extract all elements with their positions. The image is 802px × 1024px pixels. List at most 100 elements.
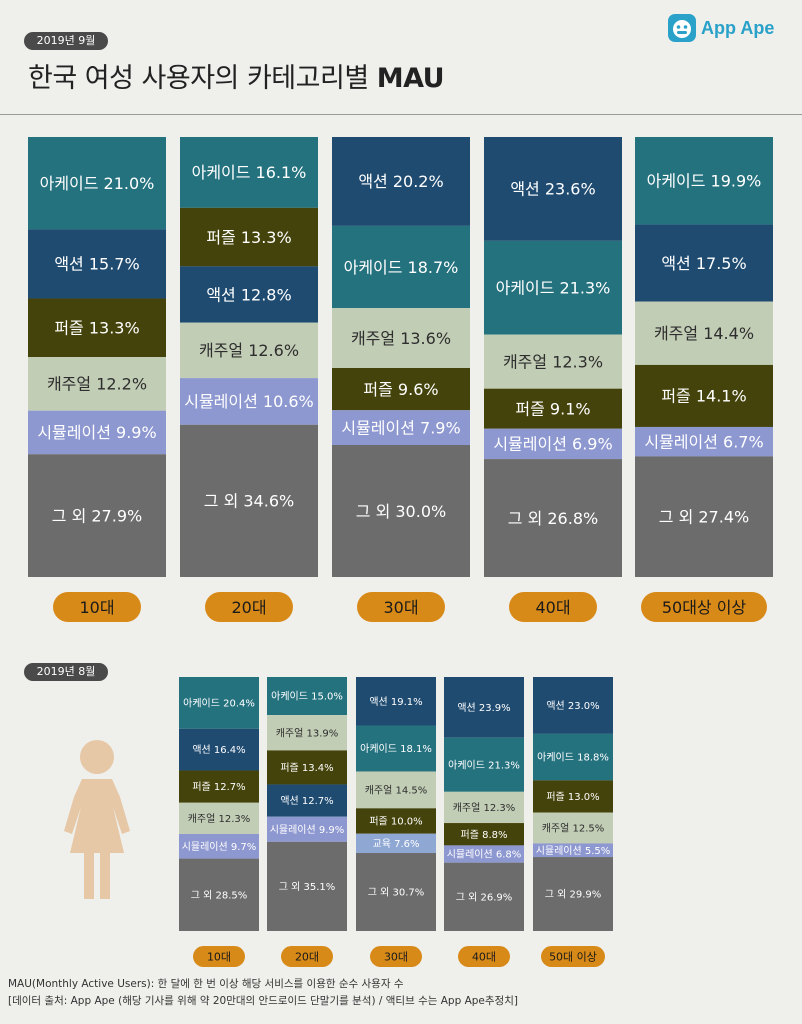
category-pill (641, 592, 767, 622)
bar-segment (484, 388, 622, 429)
bar-segment (484, 428, 622, 460)
segment-label: 퍼즐 8.8% (461, 829, 508, 841)
bar-segment (180, 137, 318, 208)
title-mau: MAU (376, 63, 445, 94)
category-label: 50대상 이상 (662, 598, 747, 617)
segment-label: 아케이드 16.1% (192, 163, 307, 182)
bar-segment (180, 322, 318, 379)
bar-segment (444, 823, 524, 846)
category-pill (193, 946, 245, 967)
bar-segment (28, 454, 166, 577)
segment-label: 액션 17.5% (661, 254, 746, 273)
bar-segment (332, 445, 470, 577)
bar-segment (484, 459, 622, 577)
footer-data-source: [데이터 출처: App Ape (해당 기사를 위해 약 20만대의 안드로이… (8, 995, 518, 1007)
bar-segment (533, 843, 613, 858)
bar-segment (28, 410, 166, 455)
bar-segment (267, 784, 347, 817)
bar-segment (179, 802, 259, 834)
bar-segment (635, 456, 773, 577)
segment-label: 캐주얼 13.9% (276, 727, 339, 739)
segment-label: 아케이드 18.8% (537, 752, 609, 764)
woman-icon (64, 740, 130, 899)
segment-label: 퍼즐 14.1% (661, 387, 746, 406)
segment-label: 액션 19.1% (369, 696, 422, 708)
segment-label: 그 외 35.1% (279, 881, 336, 893)
segment-label: 캐주얼 12.5% (542, 823, 605, 835)
bar-segment (484, 137, 622, 241)
segment-label: 아케이드 19.9% (647, 172, 762, 191)
segment-label: 퍼즐 12.7% (192, 781, 245, 793)
ape-face-icon (668, 14, 696, 42)
bar-segment (484, 334, 622, 389)
segment-label: 그 외 34.6% (204, 492, 294, 511)
segment-label: 그 외 30.7% (368, 887, 425, 899)
segment-label: 그 외 29.9% (545, 889, 602, 901)
segment-label: 액션 23.0% (546, 700, 599, 712)
segment-label: 캐주얼 12.6% (199, 341, 299, 360)
title-divider (0, 114, 802, 115)
bar-segment (444, 845, 524, 863)
bar-segment (533, 780, 613, 813)
bar-segment (180, 378, 318, 425)
bar-segment (267, 715, 347, 751)
bar-segment (533, 733, 613, 781)
segment-label: 퍼즐 13.3% (206, 228, 291, 247)
segment-label: 아케이드 18.1% (360, 743, 432, 755)
category-label: 10대 (79, 598, 114, 617)
footer-mau-definition: MAU(Monthly Active Users): 한 달에 한 번 이상 해… (8, 978, 404, 990)
title-text: 한국 여성 사용자의 카테고리별 (28, 63, 377, 94)
category-pill (357, 592, 445, 622)
bar-segment (635, 224, 773, 302)
category-pill (205, 592, 293, 622)
bar-segment (444, 791, 524, 824)
segment-label: 액션 16.4% (192, 744, 245, 756)
bar-segment (533, 812, 613, 844)
bar-segment (356, 853, 436, 931)
segment-label: 캐주얼 14.4% (654, 324, 754, 343)
bar-segment (267, 750, 347, 785)
bar-segment (635, 364, 773, 427)
category-pill (370, 946, 422, 967)
segment-label: 그 외 26.8% (508, 509, 598, 528)
segment-label: 캐주얼 14.5% (365, 785, 428, 797)
bar-segment (356, 808, 436, 834)
bar-segment (180, 424, 318, 577)
bar-segment (356, 833, 436, 854)
segment-label: 그 외 27.9% (52, 506, 142, 525)
category-label: 50대 이상 (549, 950, 597, 963)
segment-label: 퍼즐 13.4% (280, 762, 333, 774)
segment-label: 퍼즐 13.3% (54, 319, 139, 338)
segment-label: 캐주얼 12.2% (47, 375, 147, 394)
bar-segment (28, 137, 166, 230)
date-badge-aug: 2019년 8월 (24, 663, 108, 681)
bar-segment (180, 207, 318, 267)
segment-label: 시뮬레이션 6.9% (493, 435, 612, 454)
segment-label: 그 외 28.5% (191, 889, 248, 901)
category-label: 20대 (295, 950, 319, 963)
bar-segment (533, 857, 613, 931)
bar-segment (179, 770, 259, 803)
segment-label: 그 외 26.9% (456, 891, 513, 903)
category-label: 20대 (231, 598, 266, 617)
segment-label: 그 외 30.0% (356, 502, 446, 521)
page-title: 한국 여성 사용자의 카테고리별 MAU (28, 56, 445, 95)
segment-label: 시뮬레이션 9.9% (270, 824, 345, 836)
bar-segment (332, 410, 470, 445)
category-label: 30대 (384, 950, 408, 963)
bar-segment (179, 833, 259, 859)
bar-segment (444, 677, 524, 738)
segment-label: 액션 12.8% (206, 285, 291, 304)
bar-segment (356, 725, 436, 772)
segment-label: 시뮬레이션 9.7% (182, 841, 257, 853)
category-pill (281, 946, 333, 967)
category-label: 40대 (535, 598, 570, 617)
segment-label: 아케이드 21.3% (496, 278, 611, 297)
category-label: 10대 (207, 950, 231, 963)
bar-segment (179, 728, 259, 771)
bar-segment (635, 301, 773, 365)
bar-segment (28, 229, 166, 299)
segment-label: 시뮬레이션 6.7% (644, 432, 763, 451)
segment-label: 액션 12.7% (280, 795, 333, 807)
bar-segment (180, 266, 318, 323)
